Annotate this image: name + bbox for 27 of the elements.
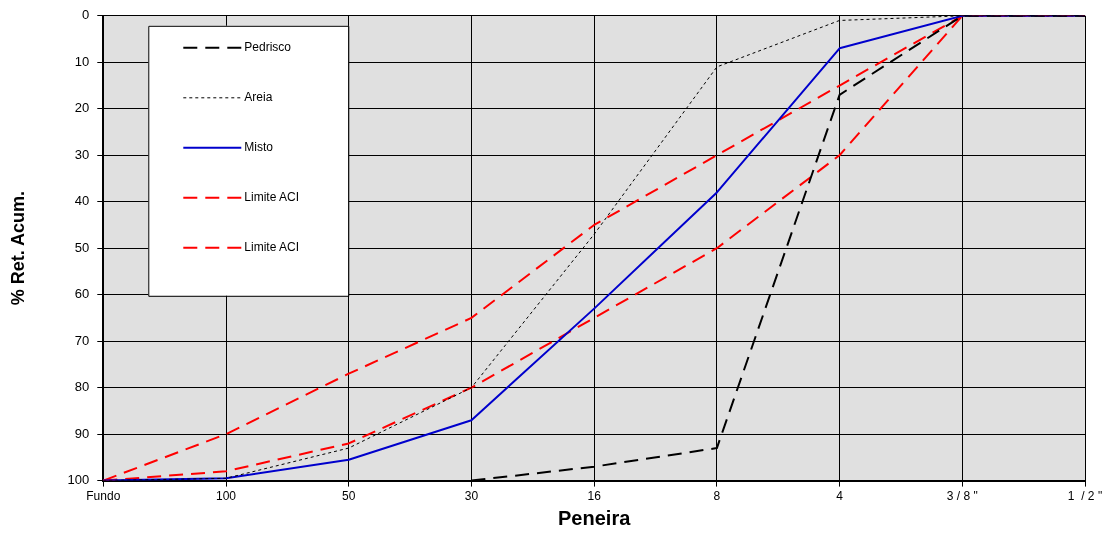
- x-tick-label: 100: [215, 489, 237, 504]
- legend-label: Areia: [244, 90, 273, 105]
- legend-label: Misto: [244, 140, 274, 155]
- y-axis-title: % Ret. Acum.: [7, 191, 28, 306]
- y-tick-label: 0: [82, 7, 90, 23]
- x-tick-label: 16: [587, 489, 602, 504]
- x-axis-title: Peneira: [558, 506, 632, 529]
- y-tick-label: 30: [74, 146, 90, 162]
- y-tick-label: 60: [74, 286, 90, 302]
- y-tick-label: 80: [74, 379, 90, 395]
- x-tick-label: 8: [713, 489, 721, 504]
- x-tick-label: 1 / 2 ": [1067, 489, 1103, 504]
- legend-label: Limite ACI: [244, 240, 299, 255]
- y-tick-label: 40: [74, 193, 90, 209]
- y-tick-label: 100: [67, 472, 90, 488]
- y-tick-label: 50: [74, 239, 90, 255]
- y-tick-label: 70: [74, 332, 90, 348]
- x-tick-label: Fundo: [86, 489, 121, 504]
- legend-label: Pedrisco: [244, 40, 292, 55]
- x-tick-label: 30: [464, 489, 479, 504]
- y-tick-label: 20: [74, 100, 90, 116]
- x-tick-label: 4: [836, 489, 844, 504]
- legend-label: Limite ACI: [244, 190, 299, 205]
- x-tick-label: 50: [342, 489, 356, 504]
- x-tick-label: 3 / 8 ": [946, 489, 978, 504]
- y-tick-label: 10: [74, 53, 90, 69]
- y-tick-label: 90: [74, 425, 90, 441]
